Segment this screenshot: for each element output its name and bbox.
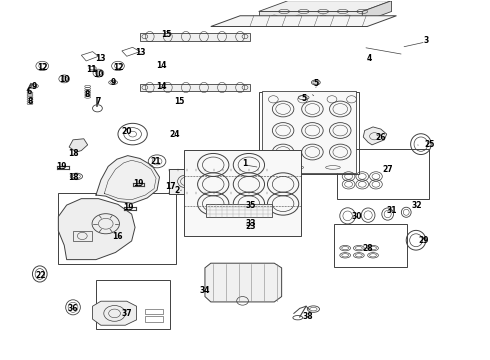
Text: 19: 19: [123, 203, 134, 212]
Bar: [140, 84, 250, 91]
Text: 31: 31: [386, 206, 397, 215]
Bar: [337, 149, 429, 199]
Bar: [334, 225, 407, 267]
Polygon shape: [362, 1, 392, 22]
Bar: [145, 316, 163, 321]
Text: 15: 15: [162, 30, 172, 39]
Text: 5: 5: [313, 79, 318, 88]
Text: 38: 38: [302, 312, 313, 321]
Polygon shape: [69, 139, 88, 152]
Text: 5: 5: [301, 94, 306, 103]
Polygon shape: [363, 127, 387, 145]
Text: 13: 13: [96, 54, 106, 63]
Polygon shape: [206, 204, 272, 217]
Text: 4: 4: [367, 54, 372, 63]
Text: 35: 35: [245, 201, 256, 210]
Text: 33: 33: [245, 219, 256, 228]
Bar: [73, 231, 92, 241]
Polygon shape: [205, 263, 282, 302]
Polygon shape: [262, 91, 356, 173]
Text: 20: 20: [122, 127, 132, 136]
Text: 32: 32: [412, 201, 422, 210]
Bar: [96, 280, 170, 329]
Text: 29: 29: [418, 237, 429, 246]
Text: 1: 1: [243, 159, 247, 168]
Text: 30: 30: [351, 212, 362, 221]
Polygon shape: [211, 16, 396, 27]
Bar: [259, 92, 359, 174]
Text: 25: 25: [424, 140, 435, 149]
Text: 28: 28: [363, 244, 373, 253]
Text: 3: 3: [423, 36, 428, 45]
Text: 11: 11: [86, 65, 97, 74]
Text: 10: 10: [59, 75, 70, 84]
Text: 19: 19: [133, 179, 144, 188]
Text: 8: 8: [27, 97, 33, 106]
Text: 2: 2: [174, 186, 179, 195]
Text: 15: 15: [174, 97, 184, 106]
Text: 24: 24: [169, 130, 179, 139]
Polygon shape: [96, 156, 159, 203]
Text: 19: 19: [56, 162, 67, 171]
Text: 7: 7: [96, 97, 101, 106]
Polygon shape: [259, 1, 392, 12]
Text: 37: 37: [122, 309, 132, 318]
Text: 10: 10: [93, 70, 104, 79]
Text: 12: 12: [113, 63, 123, 72]
Text: 26: 26: [375, 133, 386, 142]
Bar: [58, 193, 175, 264]
Text: 12: 12: [37, 63, 48, 72]
Text: 21: 21: [151, 157, 161, 166]
Bar: [145, 309, 163, 315]
Polygon shape: [259, 12, 362, 22]
Text: 18: 18: [68, 173, 78, 182]
Text: 13: 13: [135, 48, 145, 57]
Text: 17: 17: [166, 182, 176, 191]
Polygon shape: [93, 301, 137, 325]
Text: 23: 23: [245, 222, 256, 231]
Text: 14: 14: [156, 82, 166, 91]
Text: 9: 9: [31, 82, 37, 91]
Bar: [184, 149, 301, 235]
Text: 18: 18: [68, 149, 78, 158]
Text: 14: 14: [156, 61, 166, 70]
Text: 27: 27: [382, 165, 393, 174]
Bar: [140, 33, 250, 41]
Text: 6: 6: [26, 86, 32, 95]
Text: 34: 34: [200, 286, 210, 295]
Text: 16: 16: [112, 232, 122, 241]
Text: 22: 22: [35, 270, 46, 279]
Text: 8: 8: [85, 90, 90, 99]
Text: 9: 9: [110, 78, 116, 87]
Polygon shape: [58, 199, 135, 260]
Text: 36: 36: [68, 304, 78, 313]
Bar: [169, 169, 267, 194]
